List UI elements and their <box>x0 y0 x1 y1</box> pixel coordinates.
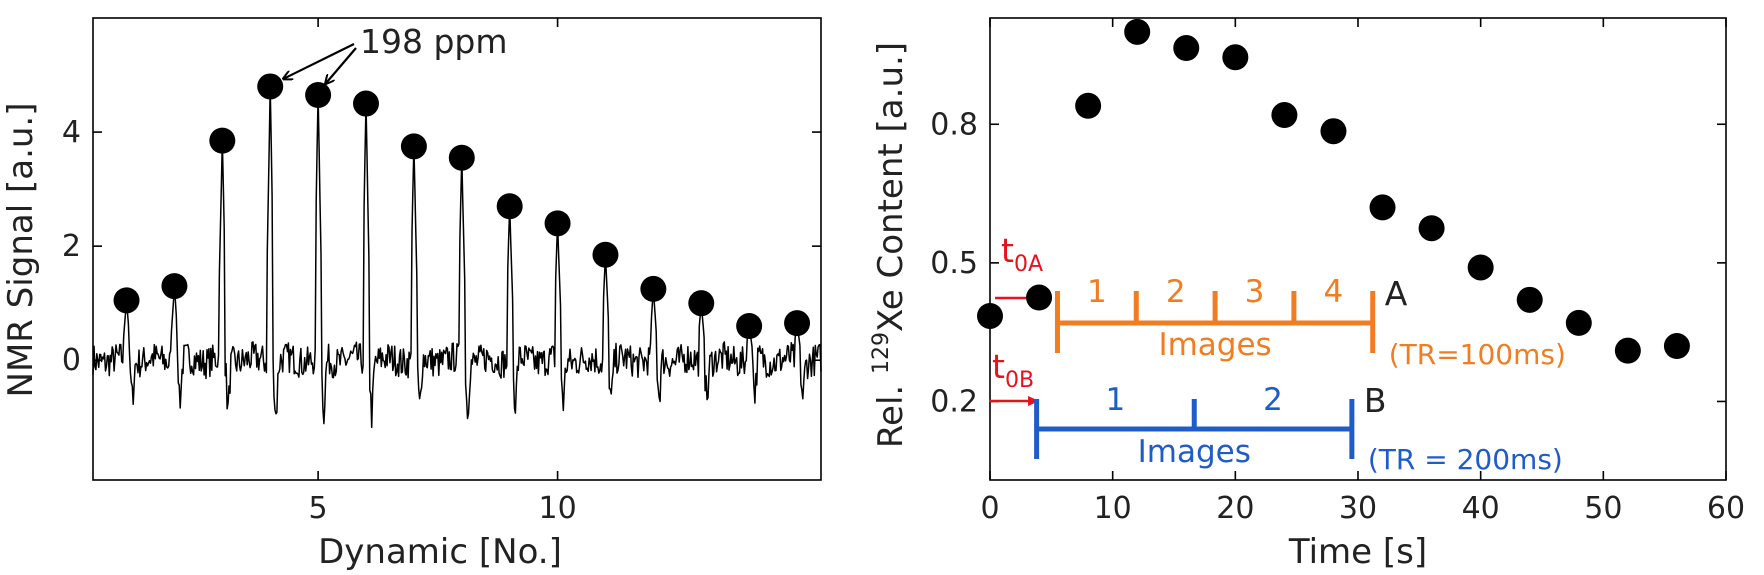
left-ticks: 5 10 0 2 4 <box>62 18 821 526</box>
left-data-point <box>113 287 140 314</box>
images-caption-a: Images <box>1158 327 1271 363</box>
right-x-tick-label: 60 <box>1707 491 1745 526</box>
left-data-point <box>640 275 667 302</box>
tr-b: (TR = 200ms) <box>1368 443 1563 476</box>
right-data-point <box>1516 286 1543 313</box>
left-data-point <box>448 144 475 171</box>
tr-a: (TR=100ms) <box>1389 338 1566 371</box>
right-x-tick-label: 50 <box>1584 491 1622 526</box>
left-data-point <box>688 290 715 317</box>
left-signal-trace <box>92 85 822 429</box>
right-data-point <box>1026 284 1053 311</box>
right-data-point <box>1124 18 1151 45</box>
left-data-point <box>209 127 236 154</box>
right-data-point <box>1467 254 1494 281</box>
left-data-point <box>592 241 619 268</box>
t0a-subscript: 0A <box>1014 252 1043 277</box>
right-x-tick-label: 30 <box>1339 491 1377 526</box>
left-x-tick-label: 5 <box>309 491 328 526</box>
right-data-point <box>1418 215 1445 242</box>
right-data-point <box>1614 337 1641 364</box>
left-data-point <box>544 210 571 237</box>
left-y-tick-label: 2 <box>62 229 81 264</box>
right-data-point <box>977 302 1003 329</box>
ppm-arrow-1 <box>284 43 355 78</box>
ppm-annotation-text: 198 ppm <box>360 22 508 61</box>
ppm-annotation: 198 ppm <box>284 22 508 83</box>
b-image-number: 1 <box>1106 382 1126 418</box>
a-image-number: 4 <box>1323 274 1343 310</box>
right-plot-frame <box>989 17 1727 481</box>
left-data-point <box>784 310 811 337</box>
right-y-tick-label: 0.2 <box>930 384 978 419</box>
left-points <box>113 73 811 339</box>
label-b: B <box>1364 381 1387 420</box>
b-image-number: 2 <box>1263 382 1283 418</box>
left-x-axis-label: Dynamic [No.] <box>318 532 562 572</box>
left-data-point <box>496 193 523 220</box>
right-x-axis-label: Time [s] <box>1288 532 1427 572</box>
right-y-axis-superscript: 129 <box>869 332 894 374</box>
t0b-subscript: 0B <box>1005 368 1034 393</box>
label-a: A <box>1385 274 1408 313</box>
right-data-point <box>1075 92 1102 119</box>
left-data-point <box>400 133 427 160</box>
left-y-axis-label: NMR Signal [a.u.] <box>1 103 41 398</box>
images-caption-b: Images <box>1138 434 1251 470</box>
right-data-point <box>1173 35 1200 62</box>
right-y-tick-label: 0.5 <box>930 246 978 281</box>
left-x-tick-label: 10 <box>538 491 576 526</box>
right-y-tick-label: 0.8 <box>930 107 978 142</box>
t0b-label: t0B <box>992 347 1034 393</box>
a-image-number: 2 <box>1166 274 1186 310</box>
right-x-tick-label: 10 <box>1094 491 1132 526</box>
a-image-number: 3 <box>1245 274 1265 310</box>
a-image-number: 1 <box>1087 274 1107 310</box>
left-y-tick-label: 0 <box>62 343 81 378</box>
right-points <box>977 18 1690 364</box>
right-data-point <box>1369 194 1396 221</box>
right-x-tick-label: 0 <box>980 491 999 526</box>
t0a-label: t0A <box>1001 231 1043 277</box>
left-chart: 5 10 0 2 4 Dynamic [No.] NMR Signal [a.u.] 1… <box>1 17 822 572</box>
left-plot-frame <box>92 17 822 481</box>
images-bracket-a: 1 2 3 4 <box>1054 274 1376 353</box>
left-data-point <box>161 273 188 300</box>
right-data-point <box>1565 309 1592 336</box>
left-data-point <box>305 82 332 108</box>
right-data-point <box>1222 44 1249 71</box>
left-y-tick-label: 4 <box>62 115 81 150</box>
right-y-axis-label: Rel. 129Xe Content [a.u.] <box>869 42 911 448</box>
left-data-point <box>257 73 284 100</box>
right-data-point <box>1663 333 1690 360</box>
right-ticks: 0 10 20 30 40 50 60 0.2 0.5 0.8 <box>930 18 1745 526</box>
left-data-point <box>353 90 379 117</box>
right-x-tick-label: 20 <box>1216 491 1254 526</box>
ppm-arrow-2 <box>326 47 357 83</box>
right-data-point <box>1320 118 1347 145</box>
right-x-tick-label: 40 <box>1462 491 1500 526</box>
left-data-point <box>736 313 763 339</box>
right-data-point <box>1271 102 1298 129</box>
